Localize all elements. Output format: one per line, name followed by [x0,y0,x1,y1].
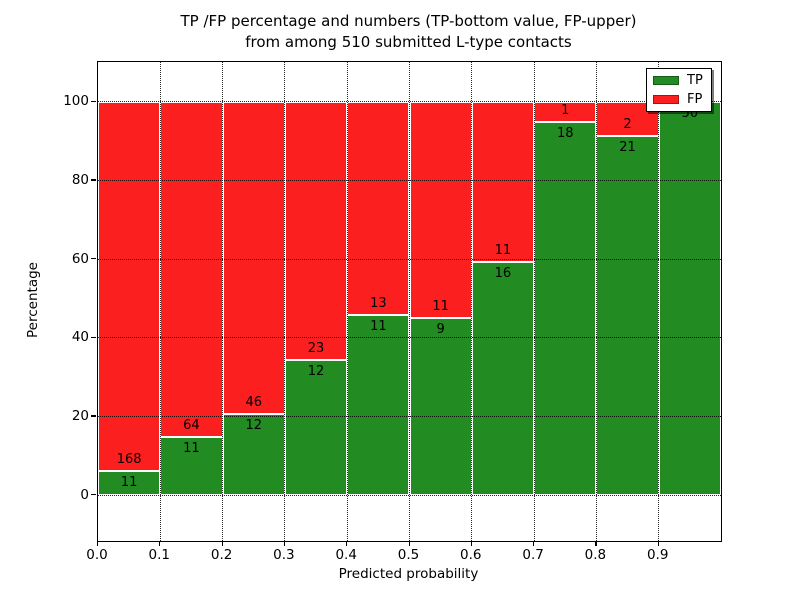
x-tick-mark [533,541,535,546]
x-tick-mark [283,541,286,546]
y-tick-label: 100 [63,93,89,110]
x-tick-mark [97,541,99,546]
y-tick-label: 20 [71,407,89,424]
bar-segment-tp [658,101,721,495]
y-tick-mark [91,415,96,417]
x-tick-mark [221,541,223,546]
bar-count-labels-layer: 11 168 11 64 12 46 12 23 11 13 9 11 16 11 18 1 21 2 50 [98,62,721,541]
bar-segment-tp [284,360,348,495]
tp-count-label: 21 [619,139,636,155]
y-tick-mark [91,179,96,181]
x-grid-line [159,62,161,541]
x-tick-label: 0.4 [335,547,357,563]
y-grid-line [98,415,721,417]
fp-count-label: 13 [370,295,387,311]
x-tick-label: 0.3 [273,547,295,563]
x-grid-line [409,62,410,541]
fp-color-swatch-icon [653,95,679,104]
bar-segment-fp [98,101,161,471]
tp-count-label: 9 [436,322,445,337]
x-axis-label: Predicted probability [338,566,479,582]
x-tick-label: 0.7 [522,547,544,563]
bar-segment-fp [284,101,348,361]
legend-item-tp: TP [653,73,703,88]
x-tick-label: 0.6 [460,547,482,563]
tp-color-swatch-icon [653,76,679,85]
bar-segment-tp [409,318,472,495]
y-grid-line [98,179,721,181]
x-grid-line [222,62,224,541]
bar-segment-tp [471,261,535,495]
fp-count-label: 168 [116,451,142,467]
plot-area: 11 168 11 64 12 46 12 23 11 13 9 11 16 11 18 1 21 2 50 [97,61,722,542]
x-tick-label: 0.8 [584,547,607,563]
chart-title-line1: TP /FP percentage and numbers (TP-bottom… [180,12,637,30]
tp-count-label: 12 [245,417,263,433]
chart-title-line2: from among 510 submitted L-type contacts [245,33,572,51]
x-tick-label: 0.9 [646,547,669,563]
bar-segment-fp [409,101,472,318]
x-grid-line [595,62,597,541]
legend-item-fp: FP [653,92,703,107]
x-tick-mark [657,541,659,546]
legend: TP FP [646,68,712,112]
x-tick-label: 0.0 [86,547,108,563]
y-axis-label: Percentage [25,262,41,338]
tp-count-label: 12 [307,364,325,380]
x-tick-label: 0.2 [210,547,233,563]
bar-segment-tp [160,437,223,495]
bar-segment-fp [222,101,285,414]
y-grid-line [98,494,721,496]
legend-label-fp: FP [687,92,703,107]
bar-segment-tp [347,314,410,495]
x-grid-line [533,62,535,541]
tp-count-label: 16 [494,265,512,281]
grid-layer [98,62,721,541]
x-grid-line [471,62,473,541]
tp-count-label: 11 [120,474,138,490]
y-grid-line [98,337,721,339]
legend-label-tp: TP [687,73,703,88]
x-tick-mark [408,541,410,546]
y-tick-label: 40 [71,329,89,346]
x-tick-label: 0.5 [397,547,420,563]
fp-count-label: 46 [245,394,263,410]
tp-count-label: 11 [370,318,387,334]
y-tick-label: 60 [71,250,89,267]
tp-count-label: 18 [556,126,574,142]
y-tick-label: 80 [71,171,89,188]
x-tick-mark [470,541,472,546]
bar-segment-tp [596,135,659,495]
y-tick-mark [91,336,96,338]
tp-count-label: 11 [183,441,200,457]
x-tick-mark [346,541,348,546]
y-grid-line [98,101,721,103]
chart-title: TP /FP percentage and numbers (TP-bottom… [97,11,720,53]
bar-segment-tp [222,413,285,495]
fp-count-label: 11 [494,242,512,258]
y-tick-label: 0 [80,486,89,503]
bar-segment-tp [98,470,161,495]
x-grid-line [346,62,348,541]
y-tick-mark [91,494,96,496]
bar-segment-fp [471,101,535,262]
x-tick-mark [159,541,161,546]
bar-segment-fp [347,101,410,315]
fp-count-label: 2 [623,116,632,132]
x-tick-label: 0.1 [148,547,171,563]
x-grid-line [658,62,660,541]
x-tick-mark [595,541,597,546]
bar-segment-tp [534,122,597,495]
y-grid-line [98,258,721,260]
y-tick-mark [91,258,96,260]
fp-count-label: 1 [561,103,570,119]
y-tick-mark [91,100,96,102]
fp-count-label: 23 [307,341,325,357]
fp-count-label: 11 [432,299,449,314]
bar-segment-fp [160,101,223,438]
x-grid-line [284,62,286,541]
fp-count-label: 64 [183,418,200,434]
